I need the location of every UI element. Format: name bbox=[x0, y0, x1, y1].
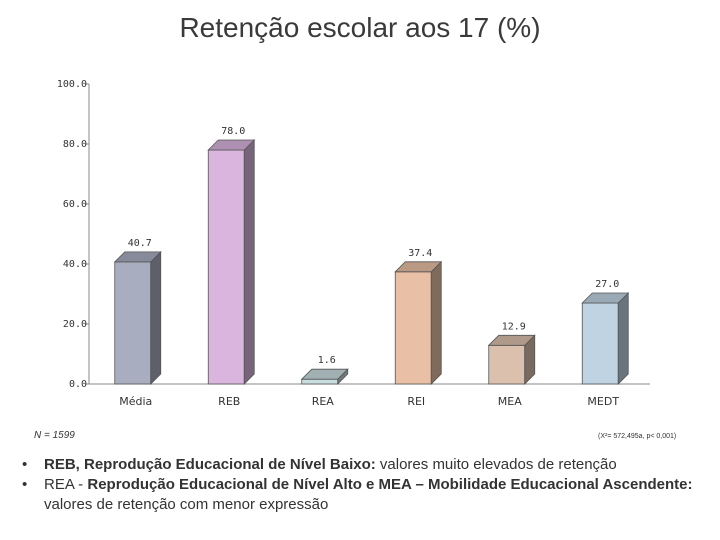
bar-side bbox=[243, 139, 255, 385]
notes-list: • REB, Reprodução Educacional de Nível B… bbox=[22, 455, 712, 515]
bar-top bbox=[581, 292, 630, 304]
category-label-group: Média REB REA REI MEA MEDT bbox=[119, 395, 619, 408]
bar bbox=[394, 260, 443, 385]
category-label: Média bbox=[119, 395, 152, 408]
bar-front bbox=[488, 344, 526, 385]
bar-front bbox=[394, 271, 432, 385]
note-bold: REB, Reprodução Educacional de Nível Bai… bbox=[44, 456, 376, 473]
bar bbox=[207, 139, 256, 385]
bar bbox=[487, 334, 536, 385]
bar-front bbox=[301, 378, 339, 385]
chart-title: Retenção escolar aos 17 (%) bbox=[179, 12, 541, 43]
y-tick-label: 20.0 bbox=[63, 319, 87, 330]
category-label: REI bbox=[407, 395, 425, 408]
sample-size-label: N = 1599 bbox=[34, 430, 75, 441]
bar-front bbox=[207, 149, 245, 385]
category-label: MEA bbox=[498, 395, 522, 408]
category-label: REA bbox=[312, 395, 335, 408]
bar-top bbox=[207, 139, 256, 151]
bar bbox=[113, 250, 162, 385]
bar-side bbox=[430, 260, 442, 385]
bar-front bbox=[114, 261, 152, 385]
note-item-reb: • REB, Reprodução Educacional de Nível B… bbox=[22, 455, 712, 475]
bar-side bbox=[150, 250, 162, 385]
bar-group: 40.7 78.0 1.6 37.4 12.9 27.0 bbox=[113, 126, 630, 385]
note-text: valores de retenção com menor expressão bbox=[44, 496, 329, 513]
category-label: MEDT bbox=[587, 395, 619, 408]
y-tick-group: 0.0 20.0 40.0 60.0 80.0 100.0 bbox=[57, 79, 89, 390]
note-prefix: REA - bbox=[44, 476, 88, 493]
data-label: 78.0 bbox=[221, 126, 245, 137]
bar-side bbox=[617, 292, 629, 385]
category-label: REB bbox=[218, 395, 240, 408]
note-bold: Reprodução Educacional de Nível Alto e M… bbox=[87, 476, 693, 493]
bar-top bbox=[300, 368, 349, 380]
bar-top bbox=[113, 251, 162, 263]
bullet-icon: • bbox=[22, 456, 28, 473]
note-item-rea-mea: • REA - Reprodução Educacional de Nível … bbox=[22, 475, 712, 515]
data-label: 12.9 bbox=[502, 321, 526, 332]
y-tick-label: 100.0 bbox=[57, 79, 87, 90]
bar bbox=[300, 368, 349, 385]
data-label: 27.0 bbox=[595, 279, 619, 290]
bar-front bbox=[581, 302, 619, 385]
bar-top bbox=[487, 334, 536, 346]
note-text: valores muito elevados de retenção bbox=[375, 456, 617, 473]
chi-square-label: (X²= 572,495a, p< 0,001) bbox=[598, 433, 677, 440]
data-label: 37.4 bbox=[408, 248, 432, 259]
y-tick-label: 40.0 bbox=[63, 259, 87, 270]
data-label: 1.6 bbox=[318, 355, 336, 366]
data-label: 40.7 bbox=[128, 238, 152, 249]
y-tick-label: 60.0 bbox=[63, 199, 87, 210]
bar-top bbox=[394, 261, 443, 273]
y-tick-label: 80.0 bbox=[63, 139, 87, 150]
y-tick-label: 0.0 bbox=[69, 379, 87, 390]
bar bbox=[581, 292, 630, 385]
bar-chart: 0.0 20.0 40.0 60.0 80.0 100.0 40.7 78.0 1.6 37.4… bbox=[57, 79, 650, 408]
bullet-icon: • bbox=[22, 476, 28, 493]
